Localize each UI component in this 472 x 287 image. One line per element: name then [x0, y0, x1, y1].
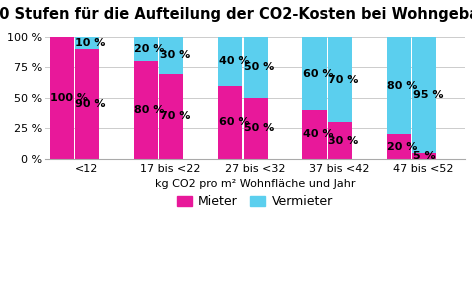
Bar	[218, 86, 242, 159]
Text: 70 %: 70 %	[329, 75, 359, 85]
Bar	[412, 37, 436, 153]
Bar	[244, 98, 268, 159]
Bar	[75, 37, 99, 49]
Title: 10 Stufen für die Aufteilung der CO2-Kosten bei Wohngebäuden: 10 Stufen für die Aufteilung der CO2-Kos…	[0, 7, 472, 22]
Text: 95 %: 95 %	[413, 90, 443, 100]
Bar	[387, 135, 411, 159]
Bar	[134, 37, 158, 61]
Text: 40 %: 40 %	[303, 129, 333, 139]
Bar	[159, 73, 183, 159]
Bar	[244, 37, 268, 98]
Bar	[387, 37, 411, 135]
Text: 80 %: 80 %	[387, 81, 418, 91]
Text: 5 %: 5 %	[413, 151, 435, 161]
Text: 50 %: 50 %	[244, 123, 274, 133]
Bar	[303, 37, 327, 110]
Text: 30 %: 30 %	[329, 135, 359, 146]
Text: 60 %: 60 %	[219, 117, 249, 127]
Bar	[159, 37, 183, 73]
Bar	[303, 110, 327, 159]
Bar	[75, 49, 99, 159]
Text: 10 %: 10 %	[76, 38, 106, 48]
Text: 80 %: 80 %	[135, 105, 165, 115]
Text: 100 %: 100 %	[50, 93, 88, 103]
Text: 60 %: 60 %	[303, 69, 333, 79]
Bar	[328, 37, 352, 122]
X-axis label: kg CO2 pro m² Wohnfläche und Jahr: kg CO2 pro m² Wohnfläche und Jahr	[155, 179, 355, 189]
Text: 40 %: 40 %	[219, 56, 249, 66]
Bar	[328, 122, 352, 159]
Legend: Mieter, Vermieter: Mieter, Vermieter	[172, 190, 338, 213]
Text: 20 %: 20 %	[135, 44, 165, 54]
Text: 50 %: 50 %	[244, 63, 274, 73]
Bar	[134, 61, 158, 159]
Text: 20 %: 20 %	[387, 142, 418, 152]
Text: 90 %: 90 %	[76, 99, 106, 109]
Text: 30 %: 30 %	[160, 50, 190, 60]
Bar	[50, 37, 74, 159]
Text: 70 %: 70 %	[160, 111, 190, 121]
Bar	[218, 37, 242, 86]
Bar	[412, 153, 436, 159]
